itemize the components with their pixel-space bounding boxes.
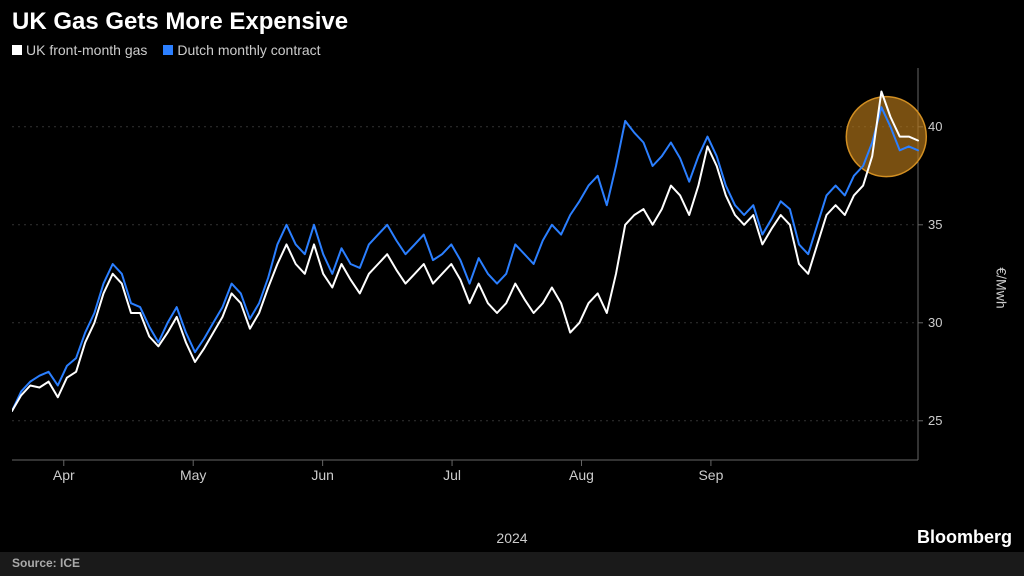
footer-strip: [0, 552, 1024, 576]
svg-text:May: May: [180, 467, 206, 483]
svg-text:30: 30: [928, 315, 942, 330]
source-label: Source: ICE: [12, 556, 80, 570]
legend-swatch-dutch: [163, 45, 173, 55]
y-axis-label: €/Mwh: [993, 267, 1009, 308]
legend-item-dutch: Dutch monthly contract: [163, 42, 320, 58]
svg-text:Aug: Aug: [569, 467, 594, 483]
legend: UK front-month gas Dutch monthly contrac…: [12, 42, 321, 58]
chart-container: UK Gas Gets More Expensive UK front-mont…: [0, 0, 1024, 576]
legend-label-uk: UK front-month gas: [26, 42, 147, 58]
legend-swatch-uk: [12, 45, 22, 55]
svg-text:Jun: Jun: [311, 467, 334, 483]
svg-text:35: 35: [928, 217, 942, 232]
x-axis-year: 2024: [496, 530, 527, 546]
legend-item-uk: UK front-month gas: [12, 42, 147, 58]
svg-text:Apr: Apr: [53, 467, 75, 483]
chart-title: UK Gas Gets More Expensive: [12, 8, 348, 36]
svg-text:Jul: Jul: [443, 467, 461, 483]
legend-label-dutch: Dutch monthly contract: [177, 42, 320, 58]
bloomberg-watermark: Bloomberg: [917, 527, 1012, 548]
svg-text:25: 25: [928, 413, 942, 428]
chart-plot-area: 25 30 35 40 Apr May Jun Jul Aug Sep: [12, 62, 972, 500]
svg-text:Sep: Sep: [698, 467, 723, 483]
svg-text:40: 40: [928, 119, 942, 134]
chart-svg: 25 30 35 40 Apr May Jun Jul Aug Sep: [12, 62, 972, 500]
